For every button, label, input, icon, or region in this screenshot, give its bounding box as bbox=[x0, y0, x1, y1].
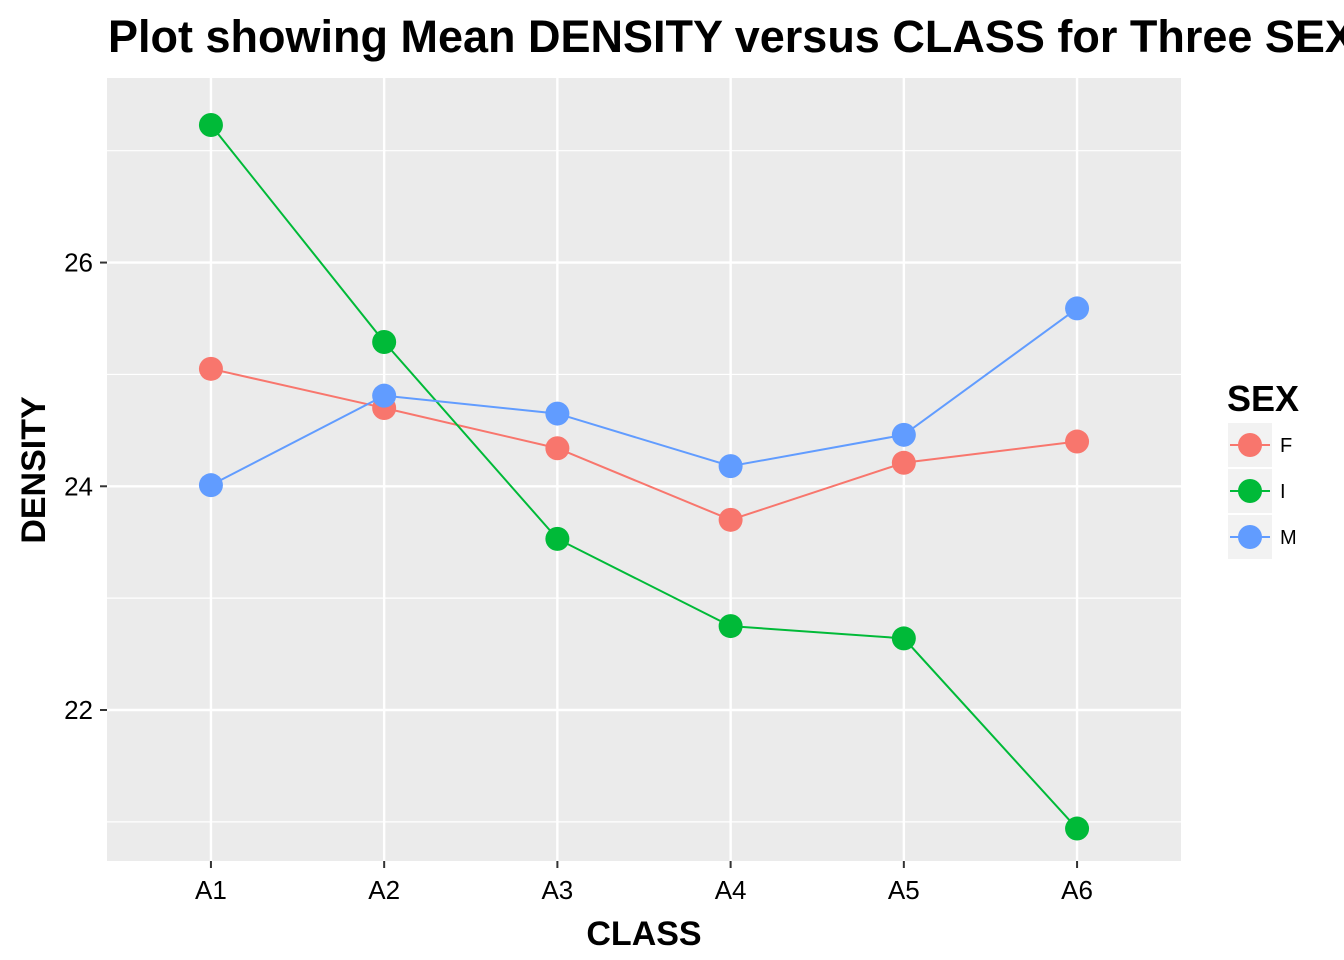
y-tick-label: 22 bbox=[64, 695, 93, 725]
series-line-F bbox=[210, 367, 1078, 521]
x-tick-label: A4 bbox=[715, 875, 747, 905]
data-point-F-A1 bbox=[198, 356, 223, 381]
y-tick-label: 26 bbox=[64, 248, 93, 278]
data-point-M-A4 bbox=[718, 454, 743, 479]
series-line-I bbox=[210, 124, 1078, 830]
data-point-I-A1 bbox=[198, 112, 223, 137]
data-point-M-A3 bbox=[545, 401, 570, 426]
data-point-I-A5 bbox=[891, 626, 916, 651]
plot-panel-background bbox=[107, 78, 1181, 861]
plot-panel bbox=[107, 78, 1181, 861]
legend-key-point-F bbox=[1238, 433, 1262, 457]
y-axis-title: DENSITY bbox=[15, 396, 53, 544]
legend-label-M: M bbox=[1280, 527, 1297, 549]
y-tick-label: 24 bbox=[64, 471, 93, 501]
data-point-F-A6 bbox=[1065, 429, 1090, 454]
axes: 22 24 26 A1 A2 A3 A4 A5 A6 bbox=[64, 248, 1093, 905]
data-point-F-A5 bbox=[891, 450, 916, 475]
legend-key-point-I bbox=[1238, 479, 1262, 503]
data-point-F-A3 bbox=[545, 436, 570, 461]
data-point-F-A4 bbox=[718, 507, 743, 532]
data-point-I-A6 bbox=[1065, 816, 1090, 841]
x-axis-title: CLASS bbox=[586, 915, 701, 953]
legend-title: SEX bbox=[1227, 378, 1299, 419]
legend-key-point-M bbox=[1238, 525, 1262, 549]
series-lines bbox=[210, 124, 1078, 830]
data-point-M-A1 bbox=[198, 473, 223, 498]
legend-label-I: I bbox=[1280, 481, 1286, 503]
chart-title: Plot showing Mean DENSITY versus CLASS f… bbox=[108, 11, 1344, 62]
data-point-M-A5 bbox=[891, 422, 916, 447]
series-points bbox=[198, 112, 1090, 841]
series-line-M bbox=[210, 307, 1078, 487]
x-tick-label: A6 bbox=[1061, 875, 1093, 905]
x-tick-label: A5 bbox=[888, 875, 920, 905]
legend: SEX F I M bbox=[1227, 378, 1299, 559]
legend-label-F: F bbox=[1280, 435, 1292, 457]
data-point-M-A6 bbox=[1065, 296, 1090, 321]
data-point-I-A4 bbox=[718, 614, 743, 639]
data-point-I-A3 bbox=[545, 526, 570, 551]
data-point-I-A2 bbox=[372, 329, 397, 354]
x-tick-label: A2 bbox=[368, 875, 400, 905]
data-point-M-A2 bbox=[372, 383, 397, 408]
x-tick-label: A1 bbox=[195, 875, 227, 905]
x-tick-label: A3 bbox=[541, 875, 573, 905]
